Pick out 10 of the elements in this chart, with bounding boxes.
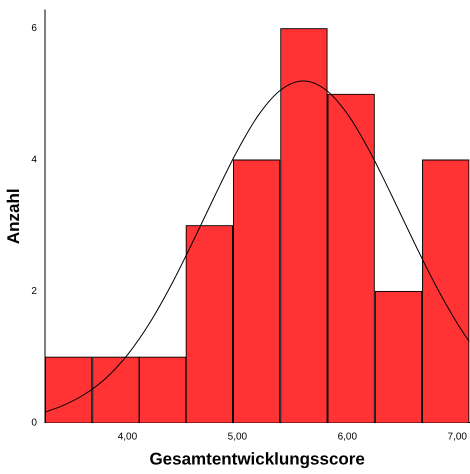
x-tick-label: 5,00 <box>228 431 248 442</box>
y-tick-label: 4 <box>31 154 38 166</box>
y-axis-title: Anzahl <box>4 188 23 244</box>
x-axis-title: Gesamtentwicklungsscore <box>149 449 365 468</box>
y-tick-label: 6 <box>31 23 38 34</box>
y-tick-label: 2 <box>31 286 38 297</box>
y-tick-label: 0 <box>31 417 38 428</box>
x-tick-label: 4,00 <box>118 431 138 442</box>
x-tick-label: 6,00 <box>338 431 358 442</box>
x-tick-label: 7,00 <box>448 431 468 442</box>
